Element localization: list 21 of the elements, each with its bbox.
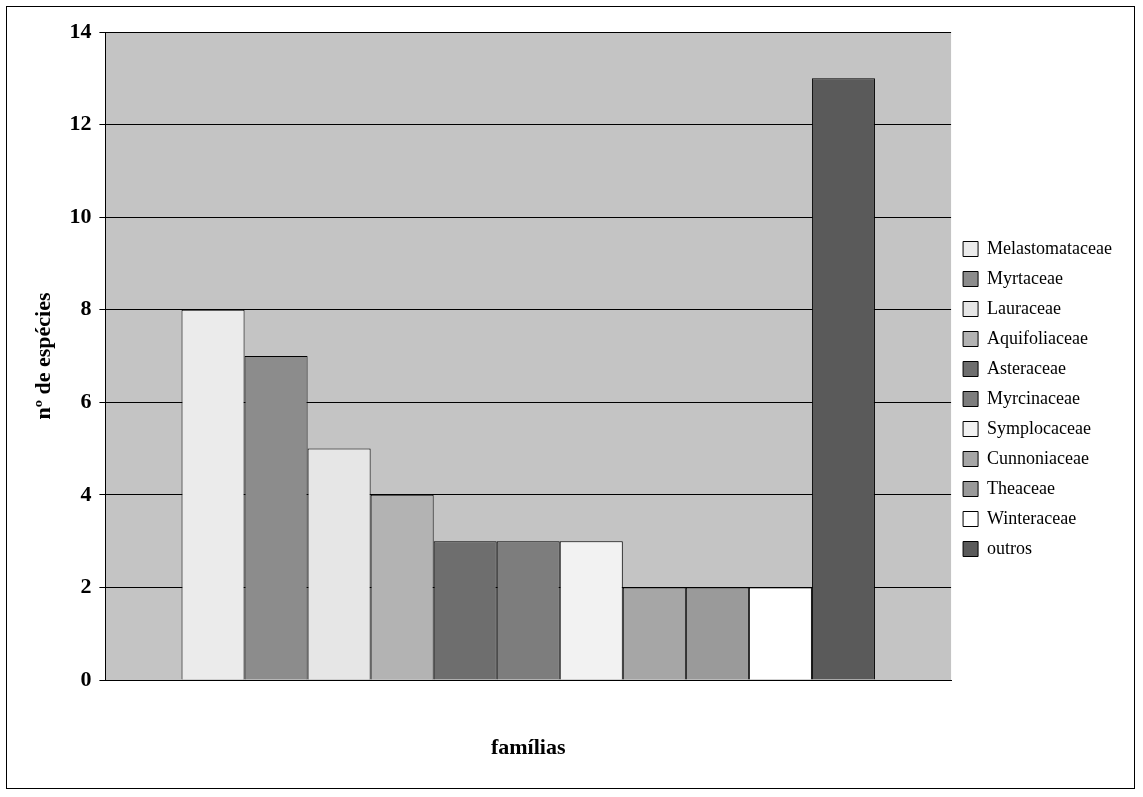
y-axis-title: nº de espécies bbox=[29, 292, 55, 420]
y-tick-label: 14 bbox=[69, 17, 92, 43]
y-tick-label: 0 bbox=[80, 665, 92, 691]
legend-label: Symplocaceae bbox=[987, 417, 1092, 438]
legend-label: Myrcinaceae bbox=[987, 387, 1081, 408]
y-tick-label: 2 bbox=[80, 573, 92, 599]
x-axis-title: famílias bbox=[490, 734, 566, 760]
legend-label: Theaceae bbox=[987, 477, 1056, 498]
legend-label: Melastomataceae bbox=[987, 237, 1113, 258]
legend-label: Asteraceae bbox=[987, 357, 1067, 378]
legend-label: Aquifoliaceae bbox=[987, 327, 1089, 348]
y-tick-label: 10 bbox=[69, 202, 92, 228]
y-tick-label: 8 bbox=[80, 295, 92, 321]
legend-label: outros bbox=[987, 537, 1033, 558]
y-tick-label: 6 bbox=[80, 387, 92, 413]
legend-label: Cunnoniaceae bbox=[987, 447, 1090, 468]
legend-label: Winteraceae bbox=[987, 507, 1077, 528]
legend-label: Myrtaceae bbox=[987, 267, 1064, 288]
y-tick-label: 4 bbox=[80, 480, 92, 506]
legend-label: Lauraceae bbox=[987, 297, 1062, 318]
y-tick-label: 12 bbox=[69, 110, 92, 136]
